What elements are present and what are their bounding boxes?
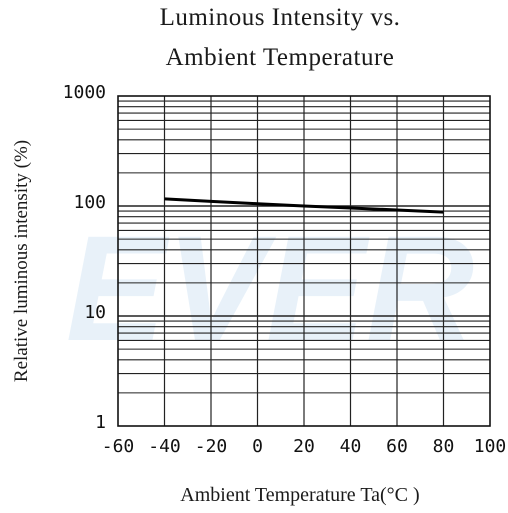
y-axis-label: Relative luminous intensity (%) [11, 139, 32, 383]
x-tick-label: 60 [386, 436, 408, 457]
x-tick-label: 0 [252, 436, 263, 457]
x-axis-label: Ambient Temperature Ta(°C ) [180, 484, 420, 506]
y-tick-label: 100 [73, 192, 106, 213]
watermark: EVER [66, 204, 474, 372]
x-axis-ticks: -60 -40 -20 0 20 40 60 80 100 [102, 436, 507, 457]
series-line [164, 197, 444, 214]
y-axis-ticks: 1 10 100 1000 [63, 82, 106, 433]
x-tick-label: 80 [433, 436, 455, 457]
y-tick-label: 10 [84, 302, 106, 323]
chart-title-line-1: Luminous Intensity vs. [159, 4, 401, 31]
x-tick-label: 100 [474, 436, 507, 457]
x-tick-label: -60 [102, 436, 135, 457]
grid [118, 96, 490, 426]
plot-frame [117, 95, 491, 427]
y-tick-label: 1000 [63, 82, 106, 103]
x-tick-label: -20 [195, 436, 228, 457]
y-tick-label: 1 [95, 412, 106, 433]
x-tick-label: -40 [148, 436, 181, 457]
x-tick-label: 40 [340, 436, 362, 457]
series-group [164, 197, 444, 214]
chart-title-line-2: Ambient Temperature [165, 44, 395, 71]
x-tick-label: 20 [293, 436, 315, 457]
